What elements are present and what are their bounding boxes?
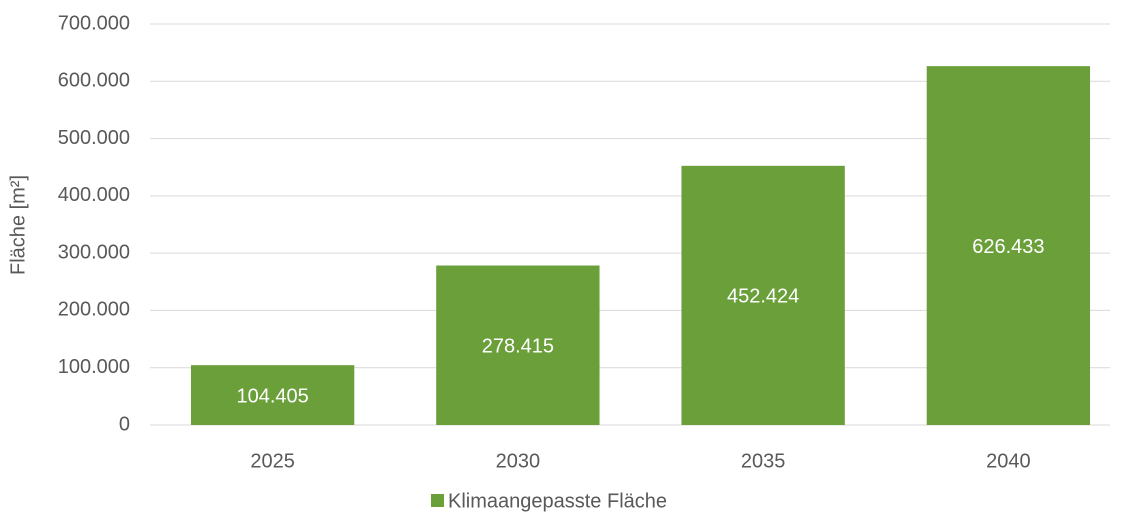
bar (681, 165, 845, 425)
y-tick-label: 500.000 (58, 127, 130, 149)
bar (190, 365, 355, 425)
bar (926, 66, 1091, 426)
y-tick-label: 400.000 (58, 184, 130, 206)
data-label: 626.433 (972, 236, 1044, 258)
y-tick-label: 0 (119, 413, 130, 435)
y-axis-label: Fläche [m²] (7, 175, 29, 275)
x-tick-label: 2030 (496, 450, 541, 472)
x-tick-label: 2035 (741, 450, 786, 472)
data-label: 452.424 (727, 286, 799, 308)
y-tick-label: 300.000 (58, 241, 130, 263)
y-tick-label: 100.000 (58, 356, 130, 378)
x-tick-label: 2025 (250, 450, 295, 472)
bar (436, 265, 600, 425)
y-tick-label: 200.000 (58, 299, 130, 321)
legend-label: Klimaangepasste Fläche (448, 490, 667, 512)
y-tick-label: 700.000 (58, 12, 130, 34)
data-label: 278.415 (482, 336, 554, 358)
data-label: 104.405 (236, 385, 308, 407)
x-tick-label: 2040 (986, 450, 1031, 472)
y-tick-label: 600.000 (58, 70, 130, 92)
legend-swatch (431, 494, 444, 507)
